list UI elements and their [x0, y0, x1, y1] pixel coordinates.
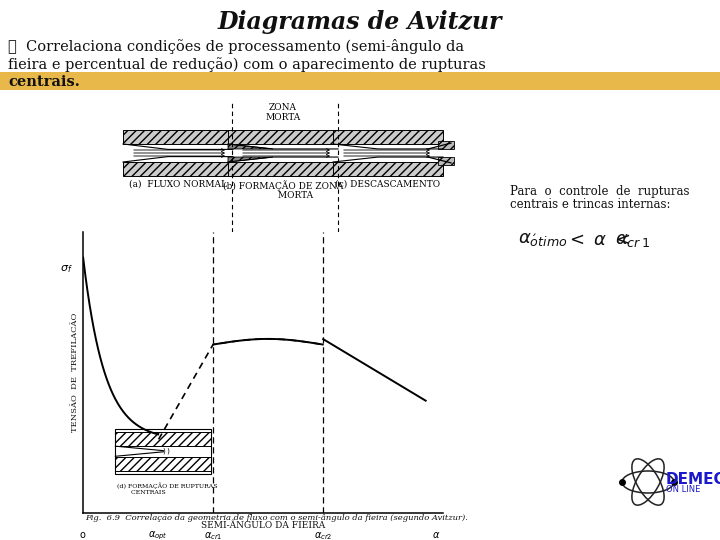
- Bar: [115, 429, 212, 474]
- Text: ✓  Correlaciona condições de processamento (semi-ângulo da: ✓ Correlaciona condições de processament…: [8, 39, 464, 55]
- Text: Fig.  6.9  Correlação da geometria de fluxo com o semi-ângulo da fieira (segundo: Fig. 6.9 Correlação da geometria de flux…: [85, 514, 468, 522]
- Y-axis label: TENSÃO  DE  TREFILACÃO: TENSÃO DE TREFILACÃO: [71, 313, 78, 433]
- Text: $\alpha$: $\alpha$: [432, 530, 440, 540]
- Text: DEMEC: DEMEC: [666, 472, 720, 488]
- Text: $\alpha_{cr1}$: $\alpha_{cr1}$: [204, 530, 222, 540]
- Bar: [228, 130, 338, 144]
- Polygon shape: [228, 144, 273, 149]
- Text: Diagramas de Avitzur: Diagramas de Avitzur: [217, 10, 503, 34]
- Bar: [228, 162, 338, 176]
- Text: ON LINE: ON LINE: [666, 485, 701, 495]
- Bar: [123, 162, 233, 176]
- Text: centrais.: centrais.: [8, 75, 80, 89]
- Text: centrais e trincas internas:: centrais e trincas internas:: [510, 199, 670, 212]
- Text: $<\ \alpha\ <$: $<\ \alpha\ <$: [566, 231, 630, 249]
- Text: (d) FORMAÇÃO DE RUPTURAS
       CENTRAIS: (d) FORMAÇÃO DE RUPTURAS CENTRAIS: [117, 482, 217, 495]
- Bar: [438, 157, 454, 165]
- Text: $\alpha_{cr\,1}$: $\alpha_{cr\,1}$: [615, 231, 650, 249]
- Bar: [115, 431, 212, 446]
- Bar: [115, 457, 212, 471]
- Text: (c) DESCASCAMENTO: (c) DESCASCAMENTO: [336, 180, 441, 189]
- Bar: [123, 130, 233, 144]
- Text: $\sigma_f$: $\sigma_f$: [60, 263, 73, 275]
- Text: ZONA
MORTA: ZONA MORTA: [266, 103, 301, 122]
- Text: Para  o  controle  de  rupturas: Para o controle de rupturas: [510, 186, 690, 199]
- Text: ) ): ) ): [163, 448, 170, 455]
- Bar: [333, 130, 443, 144]
- Text: (b) FORMAÇÃO DE ZONA
         MORTA: (b) FORMAÇÃO DE ZONA MORTA: [222, 180, 343, 200]
- Polygon shape: [228, 157, 273, 162]
- Text: $\alpha_{opt}$: $\alpha_{opt}$: [148, 530, 168, 540]
- Text: o: o: [80, 530, 86, 540]
- Text: (a)  FLUXO NORMAL: (a) FLUXO NORMAL: [129, 180, 227, 189]
- Bar: [333, 162, 443, 176]
- X-axis label: SEMI-ÂNGULO DA FIEIRA: SEMI-ÂNGULO DA FIEIRA: [201, 521, 325, 530]
- Bar: [0, 72, 720, 90]
- Text: $\alpha_{cr2}$: $\alpha_{cr2}$: [313, 530, 332, 540]
- Text: fieira e percentual de redução) com o aparecimento de rupturas: fieira e percentual de redução) com o ap…: [8, 58, 486, 72]
- Bar: [438, 140, 454, 149]
- Text: $\alpha_{\acute{o}timo}$: $\alpha_{\acute{o}timo}$: [518, 231, 567, 249]
